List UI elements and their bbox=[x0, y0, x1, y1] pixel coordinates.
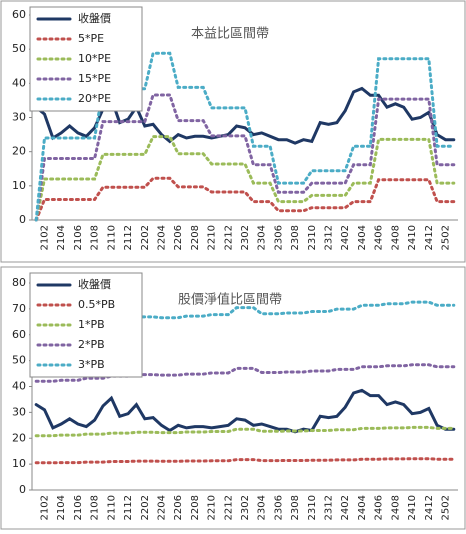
x-tick-label: 2402 bbox=[340, 225, 351, 250]
series-line bbox=[34, 363, 456, 383]
x-tick-label: 2102 bbox=[40, 225, 51, 250]
series-line bbox=[34, 388, 456, 434]
x-tick-label: 2302 bbox=[240, 495, 251, 520]
legend-label: 1*PB bbox=[78, 318, 105, 331]
x-tick-label: 2308 bbox=[290, 495, 301, 520]
y-tick-label: 20 bbox=[12, 145, 26, 158]
x-tick-label: 2404 bbox=[357, 495, 368, 520]
x-tick-label: 2104 bbox=[56, 495, 67, 520]
x-tick-label: 2106 bbox=[73, 495, 84, 520]
x-tick-label: 2402 bbox=[340, 495, 351, 520]
y-tick-label: 10 bbox=[12, 179, 26, 192]
x-tick-label: 2110 bbox=[106, 495, 117, 520]
x-tick-label: 2212 bbox=[223, 495, 234, 520]
y-tick-label: 0 bbox=[19, 483, 26, 496]
x-tick-label: 2108 bbox=[90, 495, 101, 520]
x-tick-label: 2210 bbox=[207, 495, 218, 520]
x-tick-label: 2204 bbox=[156, 495, 167, 520]
legend-label: 20*PE bbox=[78, 92, 111, 105]
x-tick-label: 2110 bbox=[106, 225, 117, 250]
x-tick-label: 2306 bbox=[273, 495, 284, 520]
x-tick-label: 2304 bbox=[257, 495, 268, 520]
x-tick-label: 2202 bbox=[140, 225, 151, 250]
x-tick-label: 2304 bbox=[257, 225, 268, 250]
x-tick-label: 2104 bbox=[56, 225, 67, 250]
y-tick-label: 40 bbox=[12, 76, 26, 89]
x-tick-label: 2310 bbox=[307, 495, 318, 520]
legend-label: 0.5*PB bbox=[78, 298, 115, 311]
x-tick-label: 2212 bbox=[223, 225, 234, 250]
x-tick-label: 2312 bbox=[324, 495, 335, 520]
y-tick-label: 40 bbox=[12, 380, 26, 393]
legend-label: 3*PB bbox=[78, 358, 105, 371]
x-tick-label: 2502 bbox=[440, 495, 451, 520]
x-tick-label: 2108 bbox=[90, 225, 101, 250]
y-tick-label: 50 bbox=[12, 354, 26, 367]
x-tick-label: 2206 bbox=[173, 225, 184, 250]
x-tick-label: 2112 bbox=[123, 225, 134, 250]
x-tick-label: 2312 bbox=[324, 225, 335, 250]
x-tick-label: 2310 bbox=[307, 225, 318, 250]
x-tick-label: 2410 bbox=[407, 225, 418, 250]
x-tick-label: 2206 bbox=[173, 495, 184, 520]
series-line bbox=[34, 457, 456, 465]
x-tick-label: 2406 bbox=[374, 495, 385, 520]
chart-title: 本益比區間帶 bbox=[191, 27, 269, 42]
x-tick-label: 2204 bbox=[156, 225, 167, 250]
x-tick-label: 2404 bbox=[357, 225, 368, 250]
y-tick-label: 30 bbox=[12, 405, 26, 418]
y-tick-label: 30 bbox=[12, 111, 26, 124]
x-tick-label: 2306 bbox=[273, 225, 284, 250]
y-tick-label: 50 bbox=[12, 42, 26, 55]
x-tick-label: 2106 bbox=[73, 225, 84, 250]
series-line bbox=[34, 176, 456, 222]
y-tick-label: 0 bbox=[19, 213, 26, 226]
series-line bbox=[34, 135, 456, 222]
y-tick-label: 10 bbox=[12, 457, 26, 470]
x-tick-label: 2502 bbox=[440, 225, 451, 250]
legend-label: 5*PE bbox=[78, 32, 104, 45]
chart-title: 股價淨值比區間帶 bbox=[178, 292, 282, 308]
x-tick-label: 2412 bbox=[424, 225, 435, 250]
y-tick-label: 80 bbox=[12, 276, 26, 289]
legend-label: 2*PB bbox=[78, 338, 105, 351]
x-tick-label: 2406 bbox=[374, 225, 385, 250]
x-tick-label: 2308 bbox=[290, 225, 301, 250]
y-tick-label: 20 bbox=[12, 431, 26, 444]
series-line bbox=[34, 300, 456, 329]
legend-label: 收盤價 bbox=[78, 11, 111, 25]
legend-label: 10*PE bbox=[78, 52, 111, 65]
x-tick-label: 2208 bbox=[190, 225, 201, 250]
x-tick-label: 2208 bbox=[190, 495, 201, 520]
y-tick-label: 60 bbox=[12, 328, 26, 341]
x-tick-label: 2210 bbox=[207, 225, 218, 250]
legend-label: 收盤價 bbox=[78, 277, 111, 291]
y-tick-label: 60 bbox=[12, 8, 26, 21]
x-tick-label: 2302 bbox=[240, 225, 251, 250]
legend-label: 15*PE bbox=[78, 72, 111, 85]
series-line bbox=[34, 425, 456, 438]
x-tick-label: 2412 bbox=[424, 495, 435, 520]
x-tick-label: 2102 bbox=[40, 495, 51, 520]
x-tick-label: 2408 bbox=[390, 495, 401, 520]
x-tick-label: 2410 bbox=[407, 495, 418, 520]
x-tick-label: 2202 bbox=[140, 495, 151, 520]
series-line bbox=[34, 93, 456, 222]
y-tick-label: 70 bbox=[12, 302, 26, 315]
x-tick-label: 2112 bbox=[123, 495, 134, 520]
x-tick-label: 2408 bbox=[390, 225, 401, 250]
